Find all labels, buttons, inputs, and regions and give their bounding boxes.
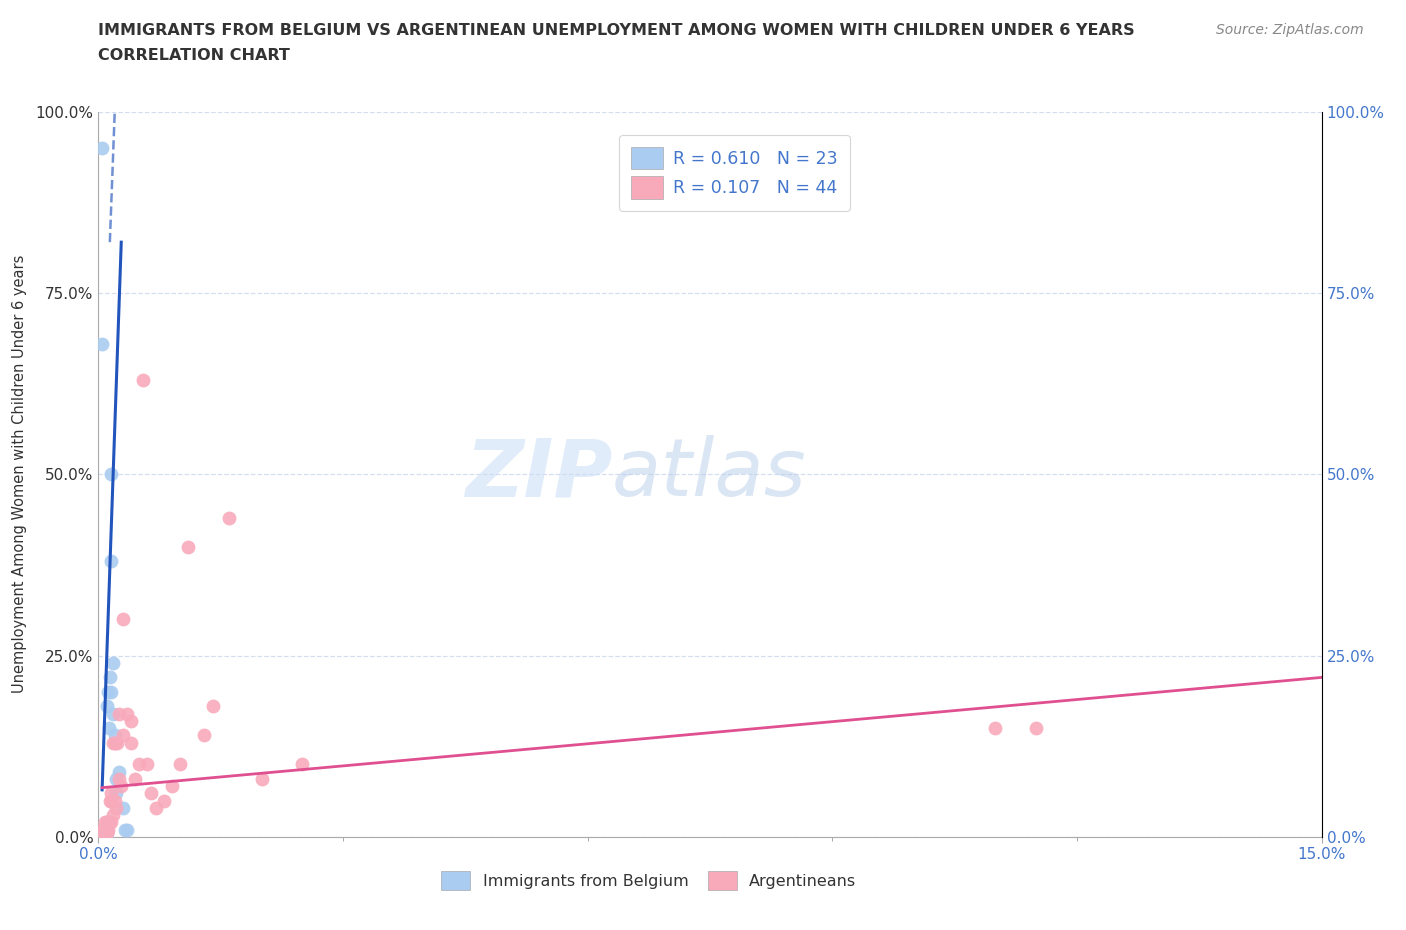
Point xyxy=(132,373,155,388)
Point xyxy=(100,793,122,808)
Point xyxy=(201,699,224,714)
Point xyxy=(177,539,200,554)
Point xyxy=(96,822,118,837)
Point xyxy=(104,736,127,751)
Point xyxy=(136,757,159,772)
Point xyxy=(141,786,163,801)
Point xyxy=(93,822,115,837)
Text: IMMIGRANTS FROM BELGIUM VS ARGENTINEAN UNEMPLOYMENT AMONG WOMEN WITH CHILDREN UN: IMMIGRANTS FROM BELGIUM VS ARGENTINEAN U… xyxy=(98,23,1135,38)
Point xyxy=(91,140,114,155)
Text: Source: ZipAtlas.com: Source: ZipAtlas.com xyxy=(1216,23,1364,37)
Point xyxy=(104,728,127,743)
Point xyxy=(105,772,128,787)
Point xyxy=(169,757,191,772)
Point xyxy=(104,793,127,808)
Point xyxy=(108,764,131,779)
Point xyxy=(94,822,117,837)
Point xyxy=(152,793,174,808)
Point xyxy=(160,778,183,793)
Point xyxy=(98,793,121,808)
Point xyxy=(105,736,128,751)
Point xyxy=(115,822,138,837)
Point xyxy=(1025,721,1047,736)
Text: ZIP: ZIP xyxy=(465,435,612,513)
Point xyxy=(91,826,114,841)
Point xyxy=(193,728,215,743)
Point xyxy=(97,822,120,837)
Point xyxy=(105,801,128,816)
Point xyxy=(94,826,117,841)
Point xyxy=(94,815,117,830)
Point xyxy=(111,612,134,627)
Point xyxy=(91,826,114,841)
Point xyxy=(101,656,124,671)
Point xyxy=(96,815,118,830)
Point xyxy=(111,801,134,816)
Y-axis label: Unemployment Among Women with Children Under 6 years: Unemployment Among Women with Children U… xyxy=(13,255,27,694)
Point xyxy=(98,670,121,684)
Point xyxy=(110,778,132,793)
Point xyxy=(98,721,121,736)
Point xyxy=(96,815,118,830)
Point xyxy=(105,786,128,801)
Point xyxy=(98,815,121,830)
Point xyxy=(101,808,124,823)
Point xyxy=(120,736,142,751)
Point xyxy=(91,337,114,352)
Text: atlas: atlas xyxy=(612,435,807,513)
Point xyxy=(108,706,131,721)
Point xyxy=(291,757,314,772)
Point xyxy=(115,706,138,721)
Point xyxy=(100,684,122,699)
Point xyxy=(100,467,122,482)
Point xyxy=(124,772,146,787)
Legend: Immigrants from Belgium, Argentineans: Immigrants from Belgium, Argentineans xyxy=(433,864,865,898)
Point xyxy=(97,684,120,699)
Point xyxy=(984,721,1007,736)
Point xyxy=(96,699,118,714)
Point xyxy=(100,554,122,569)
Text: CORRELATION CHART: CORRELATION CHART xyxy=(98,48,290,63)
Point xyxy=(100,815,122,830)
Point xyxy=(111,728,134,743)
Point xyxy=(96,826,118,841)
Point xyxy=(145,801,167,816)
Point xyxy=(120,713,142,728)
Point xyxy=(91,822,114,837)
Point xyxy=(128,757,150,772)
Point xyxy=(108,772,131,787)
Point xyxy=(101,736,124,751)
Point xyxy=(96,826,118,841)
Point xyxy=(101,706,124,721)
Point xyxy=(100,786,122,801)
Point xyxy=(218,511,240,525)
Point xyxy=(250,772,273,787)
Point xyxy=(114,822,136,837)
